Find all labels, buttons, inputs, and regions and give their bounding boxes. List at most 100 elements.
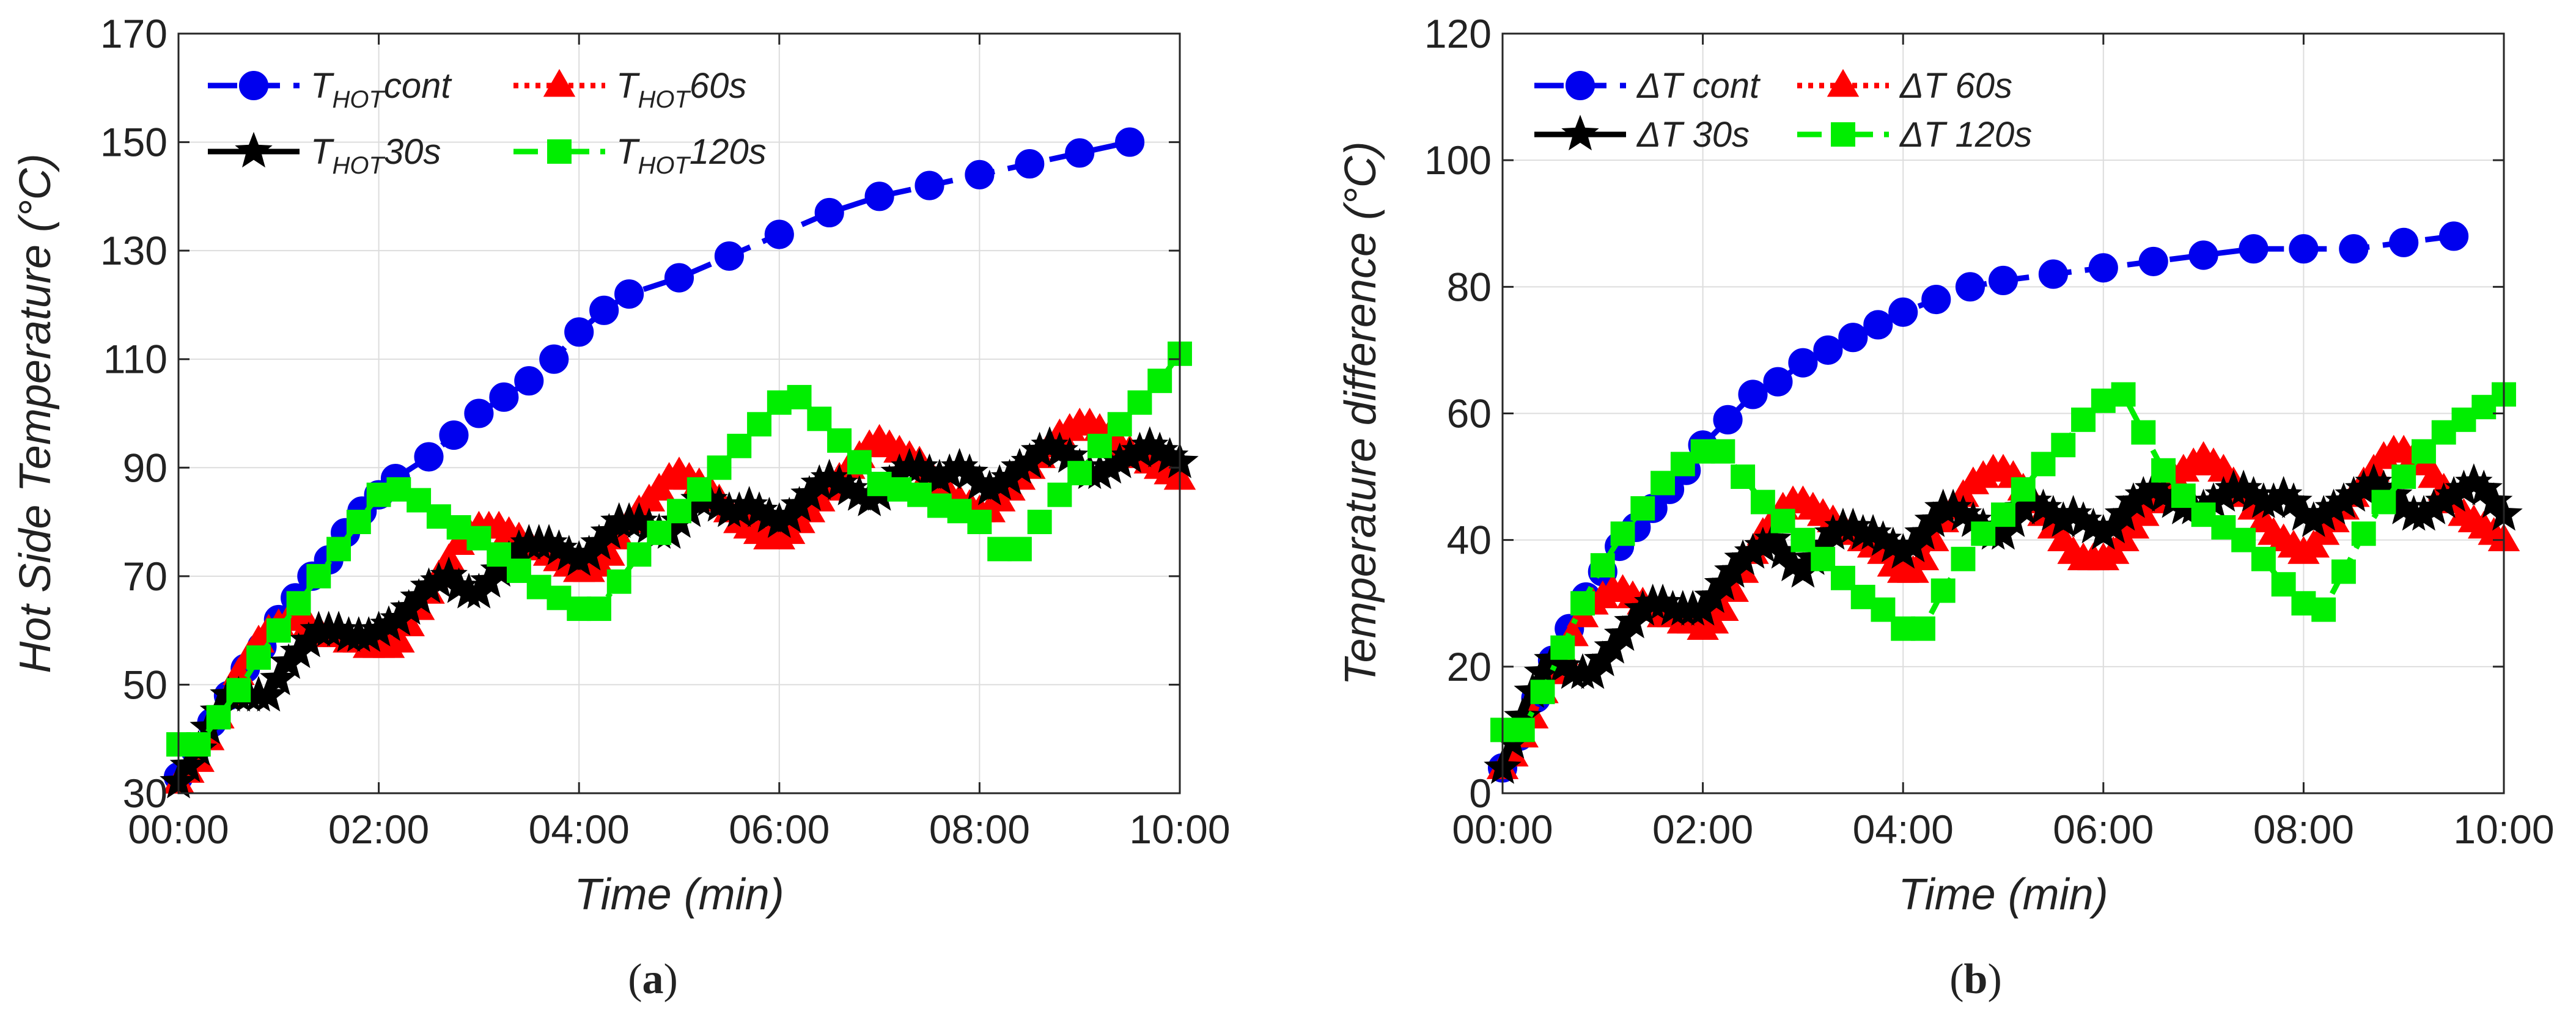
data-point <box>186 732 211 757</box>
data-point <box>1874 526 1912 563</box>
data-point <box>914 170 944 200</box>
data-point <box>2335 475 2373 512</box>
data-point <box>1065 138 1095 168</box>
data-point <box>359 610 398 647</box>
data-point <box>320 610 358 647</box>
data-point <box>2289 234 2319 264</box>
x-tick-label: 10:00 <box>1129 807 1230 852</box>
data-point <box>1991 502 2015 527</box>
data-point <box>1015 149 1045 179</box>
data-point <box>1738 380 1768 409</box>
legend-label-main: ΔT cont <box>1636 66 1761 106</box>
data-point <box>1047 482 1072 507</box>
data-point <box>2251 546 2276 571</box>
data-point <box>1988 265 2018 296</box>
x-tick-label: 02:00 <box>328 807 429 852</box>
data-point <box>2188 240 2218 270</box>
y-tick-label: 170 <box>100 11 167 56</box>
data-point <box>350 616 388 652</box>
data-point <box>1504 697 1542 733</box>
data-point <box>1930 578 1956 603</box>
data-point <box>460 573 498 609</box>
data-point <box>1813 335 1843 365</box>
data-point <box>530 524 568 560</box>
axes-frame <box>177 32 1181 794</box>
data-point <box>580 524 618 560</box>
data-point <box>1710 439 1735 464</box>
data-point <box>2439 221 2469 251</box>
data-point <box>667 499 691 524</box>
data-point <box>2465 469 2503 505</box>
data-point <box>2284 494 2323 531</box>
data-point <box>2054 494 2092 531</box>
chart-panel-a: 30 50 70 90 110 130 150 170 00:00 02:00 04:00 06:00… <box>11 11 1231 1003</box>
legend-item-ΔT cont: ΔT cont <box>1534 66 1761 106</box>
data-point <box>2295 501 2333 537</box>
data-point <box>286 591 311 616</box>
data-point <box>2024 488 2063 525</box>
data-point <box>1907 542 1940 571</box>
data-point <box>2124 475 2163 512</box>
data-point <box>940 447 979 484</box>
data-point <box>290 622 328 658</box>
data-point <box>440 567 478 603</box>
data-point <box>1884 533 1922 569</box>
data-point <box>880 453 919 490</box>
legend-item-ΔT 30s: ΔT 30s <box>1534 114 1750 155</box>
data-point <box>1091 447 1129 484</box>
legend-label-suffix: 60s <box>690 66 747 106</box>
data-point <box>2305 494 2342 531</box>
data-point <box>847 450 872 475</box>
data-point <box>306 563 331 588</box>
legend-label-suffix: 120s <box>690 132 767 172</box>
y-tick-label: 100 <box>1424 138 1492 183</box>
x-tick-label: 06:00 <box>2053 807 2154 852</box>
x-tick-label: 08:00 <box>929 807 1030 852</box>
y-tick-label: 150 <box>100 120 167 165</box>
data-point <box>2425 482 2463 518</box>
data-point <box>800 464 839 501</box>
data-point <box>1713 405 1743 435</box>
data-point <box>1081 453 1119 490</box>
data-point <box>2044 501 2082 537</box>
data-point <box>1814 514 1852 550</box>
data-point <box>1911 616 1935 641</box>
data-point <box>2234 475 2273 512</box>
data-point <box>1550 635 1575 660</box>
data-point <box>410 567 448 603</box>
legend-marker <box>1827 68 1860 97</box>
data-point <box>1744 526 1782 563</box>
data-point <box>2391 464 2416 490</box>
data-point <box>1111 437 1149 473</box>
y-tick-label: 80 <box>1447 264 1492 309</box>
data-point <box>971 469 1009 505</box>
data-point <box>2131 420 2156 445</box>
data-point <box>1121 431 1159 468</box>
data-point <box>1788 348 1818 378</box>
x-tick-label: 00:00 <box>128 807 229 852</box>
data-point <box>1127 390 1152 415</box>
legend-label-main: T <box>311 132 334 172</box>
data-point <box>1007 537 1032 562</box>
data-point <box>464 398 494 428</box>
data-point <box>730 486 768 522</box>
data-point <box>1610 521 1635 546</box>
data-point <box>1888 297 1918 327</box>
data-point <box>2204 475 2243 512</box>
data-point <box>1764 533 1802 569</box>
legend-label: ΔT cont <box>1636 66 1761 106</box>
data-point <box>930 453 968 490</box>
data-point <box>2389 227 2419 257</box>
legend-label-sub: HOT <box>332 152 385 179</box>
data-point <box>921 458 959 495</box>
y-tick-label: 70 <box>123 554 167 599</box>
data-point <box>266 618 291 643</box>
data-point <box>346 510 371 535</box>
data-point <box>2225 469 2262 505</box>
data-point <box>2275 482 2313 518</box>
x-tick-label: 06:00 <box>729 807 830 852</box>
panel-paren: ( <box>628 956 642 1003</box>
data-point <box>470 562 508 598</box>
data-point <box>2339 234 2369 264</box>
legend-item-THOT60s: THOT60s <box>513 66 746 113</box>
